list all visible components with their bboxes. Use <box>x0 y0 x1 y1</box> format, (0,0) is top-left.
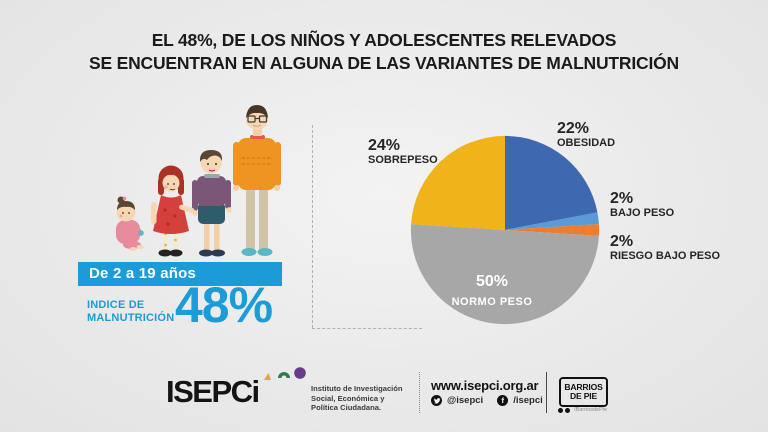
institute-description: Instituto de Investigación Social, Econó… <box>311 384 403 413</box>
title-line-1: EL 48%, DE LOS NIÑOS Y ADOLESCENTES RELE… <box>151 30 617 50</box>
twitter-icon <box>431 395 442 406</box>
pie-slice-bajo-peso <box>505 212 599 230</box>
girl-figure <box>151 165 195 257</box>
pie-slice-riesgo-bajo-peso <box>505 224 600 236</box>
social-links-row: @isepci f /isepci <box>431 395 552 406</box>
father-figure <box>233 105 281 256</box>
isepci-logo-text: ISEPCi <box>166 374 260 409</box>
barrios-de-pie-logo: BARRIOS DE PIE <box>559 377 608 407</box>
malnutrition-pie-chart <box>410 135 600 325</box>
age-range-banner: De 2 a 19 años <box>78 262 282 286</box>
age-range-label: De 2 a 19 años <box>89 265 197 282</box>
barrios-facebook-icon <box>565 407 570 413</box>
toddler-figure <box>116 196 144 251</box>
isepci-logo-dots-icon <box>264 367 306 380</box>
barrios-twitter-icon <box>558 407 563 413</box>
twitter-handle: @isepci <box>447 395 484 406</box>
pie-label-sobrepeso: 24% SOBREPESO <box>368 137 438 166</box>
facebook-icon: f <box>497 395 509 406</box>
facebook-handle: /isepci <box>513 395 543 406</box>
title-line-2: SE ENCUENTRAN EN ALGUNA DE LAS VARIANTES… <box>89 52 679 73</box>
footer-solid-separator <box>546 372 547 413</box>
malnutrition-index-value: 48% <box>175 277 273 333</box>
pie-label-obesidad: 22% OBESIDAD <box>557 120 616 149</box>
pie-slice-sobrepeso <box>411 135 505 230</box>
pie-slice-obesidad <box>505 135 598 230</box>
pie-label-bajo-peso: 2% BAJO PESO <box>610 190 675 219</box>
isepci-logo: ISEPCi <box>166 374 260 410</box>
barrios-social-row: /BarriosdePie <box>558 407 607 413</box>
footer-dotted-separator <box>419 372 420 413</box>
boy-figure <box>192 150 232 257</box>
pie-label-riesgo-bajo-peso: 2% RIESGO BAJO PESO <box>610 233 721 262</box>
barrios-social-handle: /BarriosdePie <box>574 407 608 413</box>
dotted-vertical-guide <box>312 125 313 328</box>
pie-label-normo-peso: 50% NORMO PESO <box>451 273 533 308</box>
website-url: www.isepci.org.ar <box>431 378 539 393</box>
page-title: EL 48%, DE LOS NIÑOS Y ADOLESCENTES RELE… <box>0 29 768 74</box>
malnutrition-index-label: INDICE DE MALNUTRICIÓN <box>87 299 175 324</box>
family-illustration <box>116 105 281 257</box>
pie-slice-normo-peso <box>410 224 599 325</box>
dotted-horizontal-guide <box>312 328 422 329</box>
